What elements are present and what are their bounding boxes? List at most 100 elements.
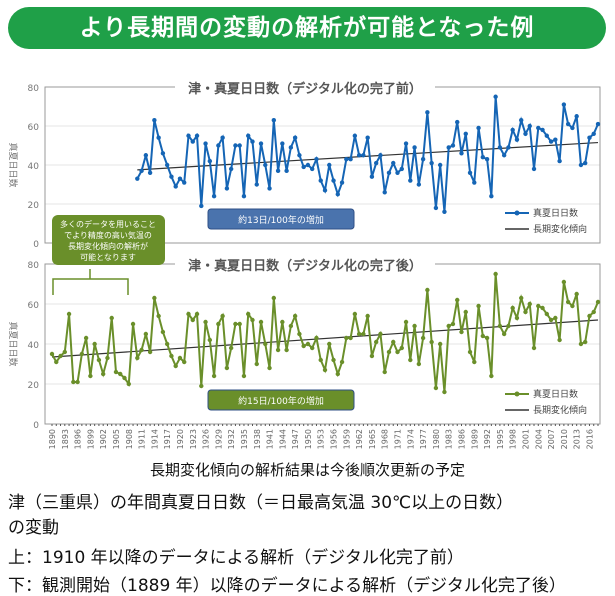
data-point [284, 168, 289, 174]
data-point [105, 355, 110, 361]
data-point [437, 341, 443, 347]
data-point [395, 170, 400, 175]
data-point [497, 145, 503, 150]
data-point [433, 385, 439, 391]
data-point [519, 295, 524, 301]
annotation-text: 約13日/100年の増加 [238, 214, 324, 226]
data-point [373, 160, 379, 166]
data-point [164, 341, 170, 347]
data-point [79, 351, 85, 357]
x-tick-label: 2001 [521, 429, 530, 449]
data-point [292, 135, 298, 140]
data-point [403, 141, 409, 146]
data-point [361, 331, 366, 337]
data-point [408, 178, 413, 183]
data-point [382, 369, 387, 375]
x-tick-label: 1935 [240, 429, 249, 449]
x-tick-label: 2013 [573, 429, 582, 449]
data-point [297, 153, 302, 158]
data-point [156, 313, 161, 319]
data-point [484, 335, 490, 341]
data-point [263, 341, 268, 347]
data-point [356, 331, 362, 337]
data-point [595, 299, 601, 305]
data-point [182, 359, 187, 365]
data-point [352, 311, 358, 317]
data-point [412, 145, 417, 150]
y-axis-label: 真夏日日数 [7, 321, 19, 366]
data-point [352, 133, 358, 138]
data-point [147, 349, 153, 355]
data-point [574, 114, 579, 119]
data-point [386, 349, 392, 355]
data-point [425, 287, 430, 293]
data-point [143, 153, 149, 158]
x-tick-label: 1965 [368, 429, 377, 449]
series-line [51, 273, 599, 393]
data-point [591, 131, 596, 136]
data-point [194, 311, 200, 317]
data-point [480, 155, 486, 160]
x-tick-label: 1890 [48, 429, 57, 449]
data-point [373, 339, 379, 345]
data-point [455, 119, 460, 125]
data-point [96, 357, 102, 363]
data-point [416, 361, 422, 367]
data-point [220, 135, 225, 140]
data-point [126, 381, 131, 387]
data-point [310, 166, 315, 172]
data-point [429, 160, 434, 166]
data-point [254, 361, 259, 367]
data-point [250, 139, 255, 144]
data-point [49, 351, 55, 357]
data-point [122, 375, 127, 381]
data-point [574, 291, 579, 297]
data-point [455, 297, 460, 303]
data-point [135, 355, 140, 361]
data-point [595, 121, 601, 127]
data-point [386, 170, 392, 175]
caption-line4: 下：観測開始（1889 年）以降のデータによる解析（デジタル化完了後） [8, 576, 566, 596]
data-point [519, 117, 524, 123]
data-point [54, 359, 59, 365]
data-point [570, 125, 575, 131]
data-point [271, 295, 277, 301]
data-point [548, 139, 554, 144]
x-tick-label: 2007 [547, 429, 556, 449]
data-point [506, 145, 511, 150]
x-tick-label: 1992 [483, 429, 492, 449]
data-point [472, 359, 477, 365]
data-point [531, 345, 537, 351]
data-point [339, 359, 345, 365]
data-point [587, 135, 592, 140]
data-point [544, 133, 550, 138]
data-point [130, 321, 136, 327]
data-point [561, 279, 567, 285]
data-point [459, 151, 464, 156]
data-point [139, 168, 144, 174]
data-point [378, 153, 383, 158]
data-point [476, 125, 481, 131]
data-point [399, 166, 404, 172]
data-point [356, 153, 362, 158]
header-banner: より長期間の変動の解析が可能となった例 [8, 7, 606, 49]
data-point [199, 383, 204, 389]
data-point [194, 133, 200, 138]
data-point [199, 203, 204, 209]
data-point [565, 299, 571, 305]
data-point [467, 170, 473, 175]
x-tick-label: 1938 [253, 429, 262, 449]
x-tick-label: 1989 [470, 429, 479, 449]
data-point [335, 371, 340, 377]
caption-line1: 津（三重県）の年間真夏日日数（＝日最高気温 30℃以上の日数） [8, 493, 514, 513]
data-point [152, 295, 157, 301]
y-tick-label: 80 [28, 261, 40, 271]
data-point [382, 190, 387, 195]
data-point [305, 162, 311, 168]
data-point [254, 182, 259, 187]
data-point [258, 141, 264, 146]
data-point [305, 341, 311, 347]
data-point [322, 367, 328, 373]
data-point [484, 156, 490, 162]
